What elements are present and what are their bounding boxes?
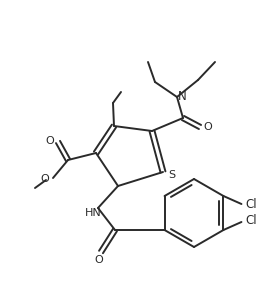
Text: Cl: Cl [246,215,257,228]
Text: O: O [41,174,49,184]
Text: N: N [178,90,186,103]
Text: O: O [204,122,212,132]
Text: O: O [95,255,103,265]
Text: HN: HN [85,208,101,218]
Text: S: S [168,170,176,180]
Text: O: O [46,136,54,146]
Text: Cl: Cl [246,198,257,211]
